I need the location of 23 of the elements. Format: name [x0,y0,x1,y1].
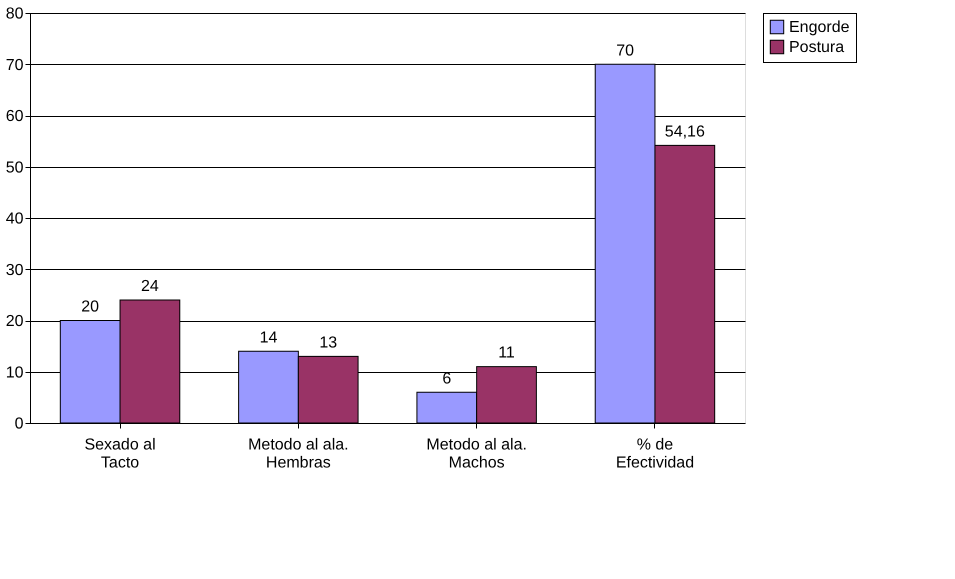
y-tick-label: 50 [6,159,24,176]
data-label: 24 [141,278,159,295]
y-tick-label: 70 [6,56,24,74]
data-label: 70 [616,42,634,60]
data-label: 11 [498,344,515,362]
y-tick-label: 30 [6,262,24,279]
y-tick-label: 0 [14,416,24,432]
data-label: 6 [442,370,452,388]
data-label: 14 [260,329,278,346]
y-tick-label: 60 [6,108,24,125]
legend-label: Engorde [789,19,850,36]
data-label: 13 [319,334,338,352]
x-tick-label: % de Efectividad [616,436,694,472]
y-tick-label: 10 [6,364,24,382]
x-tick-label: Metodo al ala. Hembras [248,436,349,472]
y-tick-label: 40 [6,210,24,228]
x-tick-label: Sexado al Tacto [84,436,156,472]
y-tick-label: 80 [6,6,24,22]
legend-label: Postura [789,39,844,56]
data-label: 54,16 [664,123,705,140]
x-tick-label: Metodo al ala. Machos [426,436,527,472]
y-tick-label: 20 [6,313,24,330]
data-label: 20 [81,298,100,316]
